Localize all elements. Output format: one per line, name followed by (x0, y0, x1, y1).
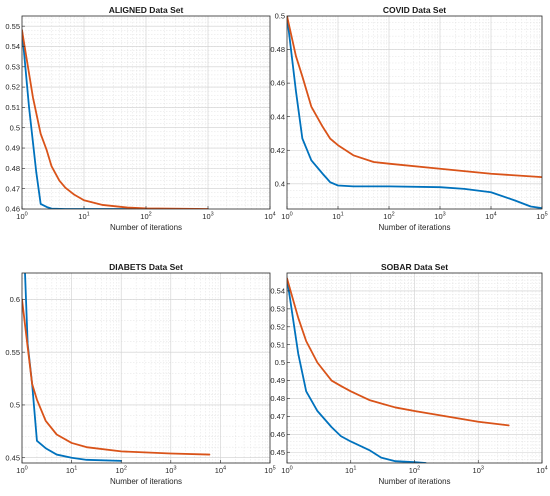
x-tick-label: 102 (115, 466, 126, 476)
x-tick-label: 101 (78, 212, 89, 222)
x-tick-label: 104 (264, 212, 275, 222)
y-tick-label: 0.5 (10, 401, 20, 410)
y-tick-label: 0.48 (270, 394, 285, 403)
y-tick-label: 0.47 (5, 184, 20, 193)
series-line-2 (287, 16, 542, 179)
x-tick-label: 100 (281, 212, 292, 222)
x-tick-label: 101 (332, 212, 343, 222)
x-tick-label: 104 (215, 466, 226, 476)
chart-title: COVID Data Set (383, 5, 446, 15)
chart-panel-3: 100 101 102 103 104 105 0.45 0.5 0.55 0.6 DIABETS … (5, 262, 275, 486)
x-tick-label: 103 (202, 212, 213, 222)
x-tick-label: 105 (264, 466, 275, 476)
y-tick-label: 0.51 (270, 340, 285, 349)
y-tick-label: 0.55 (5, 22, 20, 31)
y-tick-label: 0.52 (270, 322, 285, 331)
chart-panel-2: 100 101 102 103 104 105 0.4 0.42 0.44 0.46 0.48 0.5… (270, 5, 547, 232)
x-tick-label: 104 (485, 212, 496, 222)
y-tick-label: 0.49 (270, 376, 285, 385)
y-tick-label: 0.6 (10, 295, 20, 304)
y-tick-label: 0.46 (270, 430, 285, 439)
y-tick-label: 0.54 (5, 42, 20, 51)
x-tick-label: 104 (536, 466, 547, 476)
x-tick-label: 101 (66, 466, 77, 476)
x-tick-label: 102 (140, 212, 151, 222)
series-line-2 (287, 277, 510, 427)
y-tick-label: 0.55 (5, 348, 20, 357)
y-tick-label: 0.5 (10, 123, 20, 132)
grid (287, 16, 542, 209)
chart-title: ALIGNED Data Set (109, 5, 184, 15)
y-tick-label: 0.52 (5, 83, 20, 92)
x-tick-label: 103 (165, 466, 176, 476)
x-tick-label: 103 (434, 212, 445, 222)
y-tick-label: 0.54 (270, 287, 285, 296)
y-tick-label: 0.5 (275, 358, 285, 367)
grid (22, 16, 270, 209)
y-tick-label: 0.46 (270, 79, 285, 88)
x-tick-label: 103 (473, 466, 484, 476)
y-tick-label: 0.53 (5, 62, 20, 71)
x-tick-label: 102 (383, 212, 394, 222)
axes-box (286, 15, 543, 210)
grid (22, 273, 270, 463)
x-tick-label: 101 (345, 466, 356, 476)
x-tick-label: 102 (409, 466, 420, 476)
y-tick-label: 0.45 (5, 453, 20, 462)
y-tick-label: 0.5 (275, 12, 285, 21)
y-tick-label: 0.4 (275, 179, 285, 188)
y-tick-label: 0.49 (5, 144, 20, 153)
chart-panel-1: 100 101 102 103 104 0.46 0.47 0.48 0.49 0.5 0.51 0.… (5, 5, 275, 232)
y-tick-label: 0.46 (5, 205, 20, 214)
x-axis-label: Number of iterations (378, 477, 450, 486)
axes-box (21, 272, 271, 464)
series-line-1 (287, 16, 542, 209)
x-axis-label: Number of iterations (110, 477, 182, 486)
x-tick-label: 100 (16, 212, 27, 222)
x-tick-label: 100 (16, 466, 27, 476)
x-tick-label: 105 (536, 212, 547, 222)
chart-title: SOBAR Data Set (381, 262, 448, 272)
x-axis-label: Number of iterations (110, 223, 182, 232)
x-axis-label: Number of iterations (378, 223, 450, 232)
chart-panel-4: 100 101 102 103 104 0.45 0.46 0.47 0.48 0.49 0.5 0.… (270, 262, 547, 486)
y-tick-label: 0.48 (270, 45, 285, 54)
series-line-2 (22, 29, 209, 209)
chart-title: DIABETS Data Set (109, 262, 183, 272)
y-tick-label: 0.53 (270, 304, 285, 313)
x-tick-label: 100 (281, 466, 292, 476)
y-tick-label: 0.51 (5, 103, 20, 112)
y-tick-label: 0.48 (5, 164, 20, 173)
series-line-2 (22, 298, 211, 456)
y-tick-label: 0.42 (270, 146, 285, 155)
grid (287, 273, 542, 463)
series-line-1 (287, 277, 427, 463)
plot-area (287, 16, 542, 209)
y-tick-label: 0.45 (270, 448, 285, 457)
series-line-1 (22, 29, 200, 209)
y-tick-label: 0.47 (270, 412, 285, 421)
plot-area (22, 273, 270, 463)
y-tick-label: 0.44 (270, 112, 285, 121)
